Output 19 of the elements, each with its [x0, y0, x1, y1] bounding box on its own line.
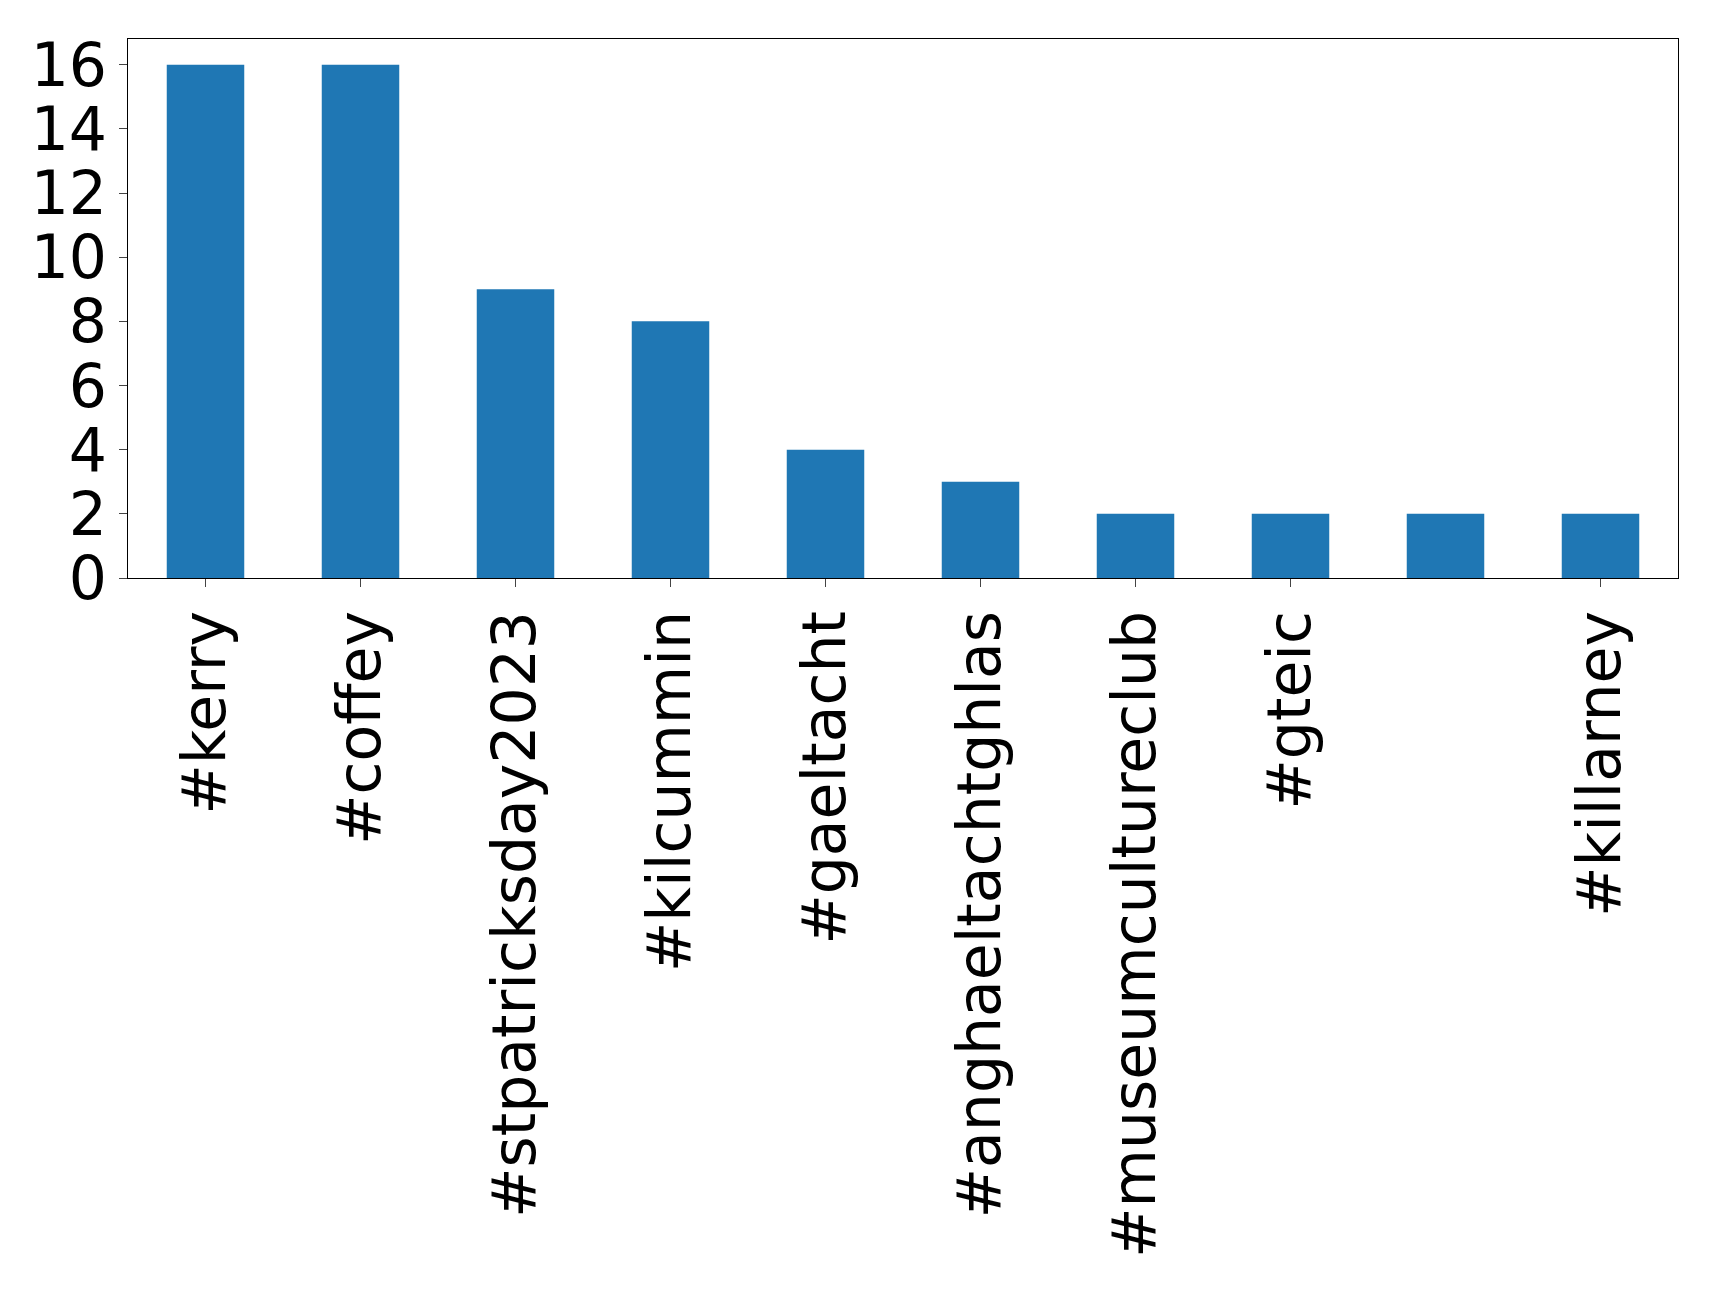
x-tick-label: #killarney	[1564, 611, 1634, 917]
x-tick-label: #museumcultureclub	[1099, 611, 1169, 1258]
x-tick-label: #stpatricksday2023	[479, 611, 549, 1218]
bar	[631, 321, 710, 578]
x-tick-label: #gaeltacht	[789, 611, 859, 945]
x-tick-label: #kilcummin	[634, 611, 704, 972]
x-tick-label: #coffey	[324, 611, 394, 845]
bar	[1406, 513, 1485, 578]
bar	[1251, 513, 1330, 578]
bar	[476, 289, 555, 578]
bar	[786, 449, 865, 578]
bar	[321, 64, 400, 578]
bar	[166, 64, 245, 578]
bar	[1561, 513, 1640, 578]
bar	[941, 481, 1020, 578]
x-tick-label: #anghaeltachtghlas	[944, 611, 1014, 1219]
x-tick-label: #gteic	[1254, 611, 1324, 810]
bar	[1096, 513, 1175, 578]
x-tick-label: #kerry	[169, 611, 239, 815]
